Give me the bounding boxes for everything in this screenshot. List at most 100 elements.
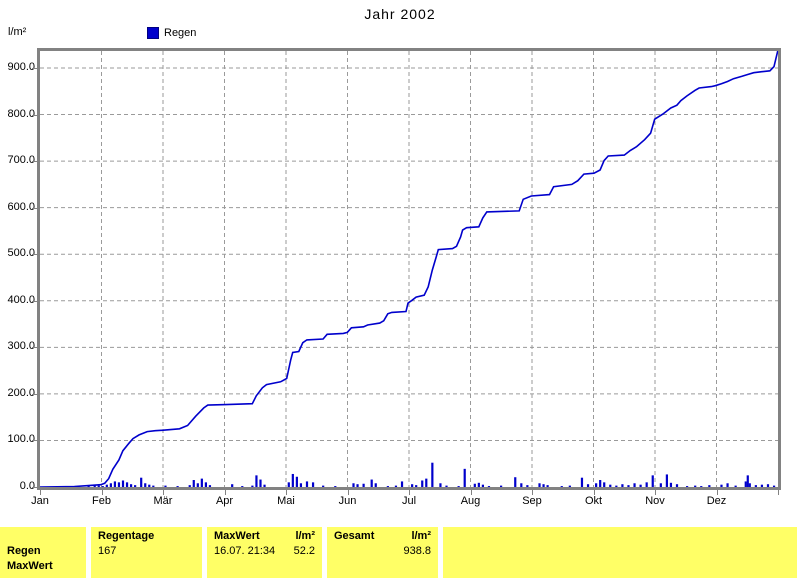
x-axis-tick-label: Aug	[460, 495, 481, 507]
rain-bar	[251, 485, 254, 487]
rain-bar	[152, 485, 155, 487]
gesamt-header: Gesamt	[334, 530, 375, 542]
rain-bar	[481, 484, 484, 487]
y-axis-tick	[32, 207, 38, 209]
rain-bar	[568, 485, 571, 487]
rain-bar	[520, 483, 523, 487]
y-axis-tick-label: 600.0	[7, 200, 35, 213]
maxwert-header: MaxWert	[214, 530, 260, 542]
rain-bar	[352, 483, 355, 487]
rain-bar	[356, 484, 359, 487]
legend-color-swatch-icon	[147, 27, 159, 39]
rain-bar	[487, 486, 491, 487]
regentage-value: 167	[98, 545, 117, 557]
rain-bar	[374, 483, 377, 487]
rain-bar	[538, 483, 541, 487]
rain-bar	[255, 475, 258, 487]
rain-bar	[766, 484, 770, 487]
gesamt-unit: l/m²	[411, 530, 431, 542]
y-axis-unit-label: l/m²	[8, 26, 27, 38]
rain-bar	[241, 486, 244, 487]
rain-bar	[675, 484, 679, 487]
rain-bar	[291, 473, 294, 487]
rain-bar	[445, 485, 448, 487]
y-axis-tick-label: 700.0	[7, 154, 35, 167]
rain-bar	[760, 484, 764, 487]
x-axis-tick	[409, 490, 410, 495]
gesamt-value: 938.8	[403, 545, 431, 557]
rain-bar	[609, 484, 612, 487]
x-axis-tick	[778, 490, 779, 495]
rain-bar	[665, 474, 668, 487]
rain-bar	[457, 486, 460, 487]
chart-title: Jahr 2002	[364, 6, 436, 22]
rain-bar	[669, 482, 673, 487]
y-axis-tick	[32, 254, 38, 256]
rain-bar	[621, 484, 624, 487]
rain-bar	[603, 482, 606, 487]
rain-bar	[231, 484, 234, 487]
legend: Regen	[147, 27, 196, 39]
rain-bar	[263, 484, 266, 487]
x-axis-tick-label: Sep	[522, 495, 542, 507]
rain-bar	[204, 482, 207, 487]
rain-bar	[651, 475, 654, 487]
rain-bar	[148, 484, 151, 487]
y-axis-tick-label: 400.0	[7, 293, 35, 306]
rain-bar	[415, 485, 418, 487]
rain-bar	[659, 483, 662, 487]
x-axis-tick-label: Apr	[215, 495, 234, 507]
rain-bar	[394, 485, 398, 487]
x-axis-tick-label: Mär	[153, 495, 173, 507]
rain-bar	[200, 478, 203, 487]
y-axis-tick	[32, 393, 38, 395]
maxwert-unit: l/m²	[295, 530, 315, 542]
y-axis-tick-label: 500.0	[7, 247, 35, 260]
y-axis-tick-label: 0.0	[19, 480, 35, 492]
rain-bar	[746, 475, 749, 487]
rain-bar	[421, 480, 424, 487]
y-axis-tick	[32, 487, 38, 488]
rain-bar	[125, 482, 129, 487]
rain-bar	[117, 482, 121, 487]
rain-bar	[93, 485, 96, 487]
rain-bar	[633, 483, 636, 487]
rain-bar	[295, 476, 298, 487]
x-axis-tick	[286, 490, 287, 495]
rain-bar	[542, 484, 545, 487]
table-cell-gesamt: Gesamt l/m² 938.8	[327, 527, 438, 578]
cumulative-rain-line	[40, 51, 778, 487]
row-label-regen: Regen	[7, 545, 41, 557]
rain-bar	[113, 481, 117, 487]
chart-canvas	[40, 51, 778, 487]
rain-bar	[105, 484, 108, 487]
summary-table: Regen MaxWert Regentage 167 MaxWert l/m²…	[0, 527, 800, 578]
y-axis-tick-label: 300.0	[7, 340, 35, 353]
rain-bar	[580, 477, 584, 487]
rain-bar	[425, 478, 428, 487]
rain-bar	[101, 486, 104, 487]
rain-bar	[140, 477, 143, 487]
rain-bar	[526, 485, 529, 487]
y-axis-tick-label: 800.0	[7, 107, 35, 120]
rain-bar	[720, 484, 723, 487]
rain-bar	[121, 480, 125, 487]
table-cell-maxwert: MaxWert l/m² 16.07. 21:34 52.2	[207, 527, 322, 578]
rain-bar	[586, 484, 590, 487]
rain-bar	[694, 485, 697, 487]
plot-area	[37, 48, 781, 490]
legend-label: Regen	[164, 27, 197, 39]
rain-bar	[473, 483, 476, 487]
rain-bar	[463, 468, 466, 487]
rain-bar	[322, 485, 325, 487]
rain-bar	[686, 486, 689, 487]
maxwert-datetime: 16.07. 21:34	[214, 545, 276, 557]
x-axis-tick	[593, 490, 595, 495]
rain-bar	[370, 479, 373, 487]
y-axis-tick	[32, 114, 38, 116]
y-axis-tick-label: 200.0	[7, 386, 35, 399]
rain-bar	[639, 484, 642, 487]
rain-bar	[311, 482, 315, 487]
y-axis-tick	[32, 347, 38, 349]
y-axis-tick	[32, 161, 38, 163]
